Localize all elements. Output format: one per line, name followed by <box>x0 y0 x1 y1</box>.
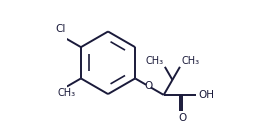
Text: O: O <box>144 81 152 91</box>
Text: Cl: Cl <box>56 24 66 34</box>
Text: OH: OH <box>198 90 215 100</box>
Text: CH₃: CH₃ <box>181 56 199 66</box>
Text: O: O <box>178 113 186 123</box>
Text: CH₃: CH₃ <box>145 56 164 66</box>
Text: CH₃: CH₃ <box>58 88 76 98</box>
